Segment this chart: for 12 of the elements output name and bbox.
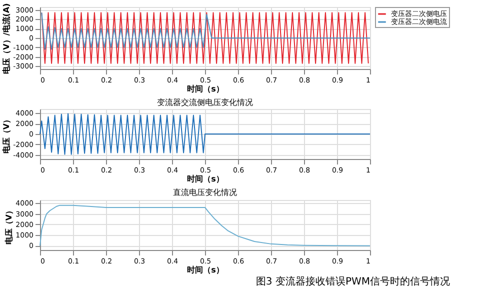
line-series bbox=[40, 204, 370, 246]
y-axis-title: 电压（V） bbox=[4, 206, 14, 245]
x-axis-title: 时间（s） bbox=[187, 84, 224, 94]
x-axis-title: 时间（s） bbox=[187, 174, 224, 184]
x-axis-title: 时间（s） bbox=[187, 266, 224, 274]
line-series bbox=[40, 113, 370, 155]
chart-title: 直流电压变化情况 bbox=[173, 188, 237, 198]
y-axis-title: 电压（V） bbox=[2, 115, 12, 154]
chart-title: 变流器交流侧电压变化情况 bbox=[157, 98, 253, 107]
caption: 图3 变流器接收错误PWM信号时的信号情况 bbox=[256, 276, 450, 288]
y-axis-title: 电压（V）/电流(A) bbox=[1, 3, 12, 74]
line-series bbox=[41, 12, 370, 50]
